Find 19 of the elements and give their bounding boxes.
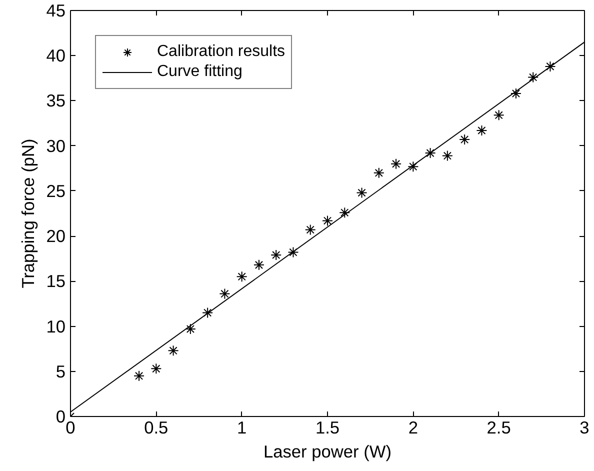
y-axis-title: Trapping force (pN): [18, 138, 38, 288]
y-tick-label: 25: [46, 180, 66, 201]
y-tick-label: 40: [46, 46, 66, 66]
x-tick-label: 1.5: [315, 418, 340, 438]
x-tick-label: 0.5: [144, 418, 168, 438]
x-tick-label: 1: [237, 418, 247, 438]
x-axis-title: Laser power (W): [263, 442, 392, 462]
y-tick-label: 20: [46, 226, 66, 246]
y-tick-label: 45: [46, 0, 66, 20]
y-tick-label: 10: [46, 316, 66, 336]
x-tick-label: 3: [580, 418, 590, 438]
y-tick-label: 15: [46, 271, 66, 292]
legend-label: Curve fitting: [157, 63, 242, 81]
legend-label: Calibration results: [157, 43, 286, 61]
x-tick-label: 2: [408, 418, 418, 438]
y-tick-label: 30: [46, 136, 66, 156]
x-tick-label: 2.5: [486, 418, 511, 438]
y-tick-label: 5: [56, 361, 66, 382]
y-tick-label: 35: [46, 90, 66, 111]
